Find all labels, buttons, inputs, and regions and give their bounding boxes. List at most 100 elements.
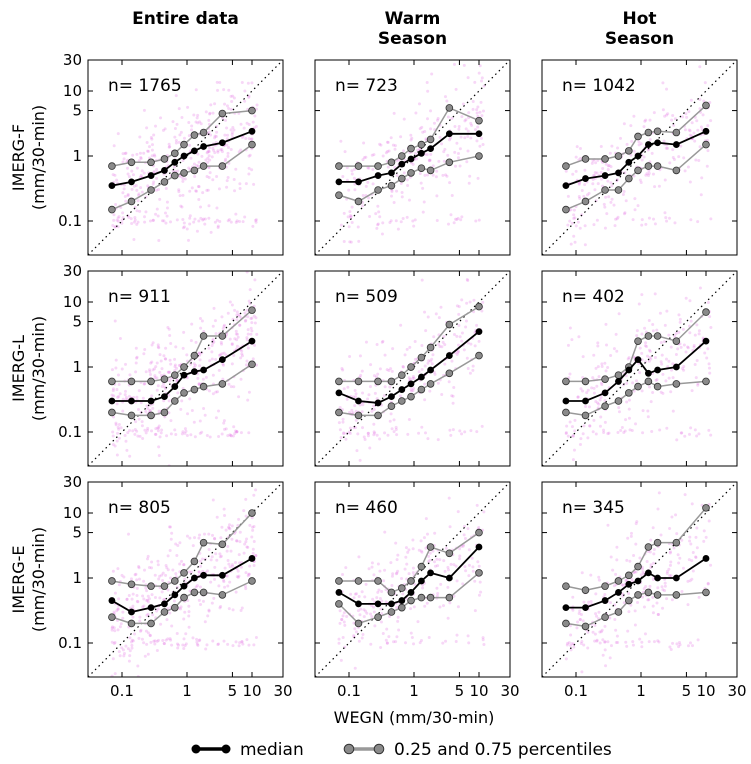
p25-point xyxy=(417,164,426,172)
scatter-point xyxy=(579,437,583,441)
scatter-point xyxy=(135,355,139,359)
scatter-point xyxy=(602,428,606,432)
scatter-point xyxy=(448,428,452,432)
p25-point xyxy=(160,178,169,186)
scatter-point xyxy=(180,399,184,403)
scatter-point xyxy=(370,615,374,619)
scatter-point xyxy=(216,642,220,646)
median-point xyxy=(171,158,179,166)
scatter-point xyxy=(245,271,249,274)
scatter-point xyxy=(367,196,371,200)
scatter-point xyxy=(187,121,191,125)
scatter-point xyxy=(481,638,485,642)
scatter-point xyxy=(155,361,159,365)
scatter-point xyxy=(589,600,593,604)
scatter-point xyxy=(232,385,236,389)
p25-point xyxy=(147,619,155,628)
scatter-point xyxy=(179,407,183,411)
scatter-point xyxy=(664,216,668,220)
scatter-point xyxy=(180,559,184,563)
scatter-point xyxy=(345,614,349,618)
median-point xyxy=(335,389,343,397)
scatter-point xyxy=(341,614,345,618)
scatter-point xyxy=(656,639,660,643)
scatter-point xyxy=(695,526,699,530)
scatter-point xyxy=(121,160,125,164)
scatter-point xyxy=(149,361,153,365)
scatter-point xyxy=(169,341,173,345)
scatter-point xyxy=(427,158,431,162)
scatter-point xyxy=(210,357,214,361)
scatter-point xyxy=(237,219,241,223)
scatter-point xyxy=(250,137,254,141)
scatter-point xyxy=(642,587,646,591)
scatter-point xyxy=(211,146,215,150)
scatter-point xyxy=(373,431,377,435)
scatter-point xyxy=(389,136,393,140)
scatter-point xyxy=(175,366,179,370)
scatter-point xyxy=(183,644,187,648)
scatter-point xyxy=(382,579,386,583)
p75-point xyxy=(625,571,633,580)
scatter-point xyxy=(369,363,373,367)
scatter-point xyxy=(661,391,665,395)
p25-point xyxy=(625,389,633,397)
scatter-point xyxy=(375,226,379,230)
p75-point xyxy=(199,128,208,137)
scatter-point xyxy=(601,653,605,657)
scatter-point xyxy=(246,332,250,336)
scatter-point xyxy=(593,171,597,175)
scatter-point xyxy=(197,197,201,201)
scatter-point xyxy=(164,564,168,568)
scatter-point xyxy=(599,395,603,399)
median-point xyxy=(355,178,362,186)
scatter-point xyxy=(246,328,250,332)
scatter-point xyxy=(693,333,697,337)
scatter-point xyxy=(646,598,650,602)
p75-point xyxy=(335,162,343,170)
scatter-point xyxy=(227,382,231,386)
scatter-point xyxy=(593,623,597,627)
scatter-point xyxy=(441,173,445,177)
scatter-point xyxy=(389,367,393,371)
scatter-point xyxy=(698,145,702,149)
scatter-point xyxy=(202,329,206,333)
scatter-point xyxy=(692,131,696,135)
scatter-point xyxy=(597,402,601,406)
scatter-point xyxy=(386,149,390,153)
scatter-point xyxy=(646,409,650,413)
scatter-point xyxy=(156,188,160,192)
scatter-point xyxy=(461,582,465,586)
scatter-point xyxy=(616,215,620,219)
scatter-point xyxy=(384,151,388,155)
scatter-point xyxy=(225,574,229,578)
scatter-point xyxy=(409,133,413,137)
scatter-point xyxy=(218,80,222,84)
p25-point xyxy=(354,411,363,420)
scatter-point xyxy=(609,644,613,648)
scatter-point xyxy=(625,381,629,385)
scatter-point xyxy=(669,560,673,564)
scatter-point xyxy=(124,199,128,203)
scatter-point xyxy=(665,309,669,313)
scatter-point xyxy=(463,136,467,140)
scatter-point xyxy=(341,417,345,421)
scatter-point xyxy=(121,648,125,652)
scatter-point xyxy=(600,362,604,366)
scatter-point xyxy=(702,529,706,533)
scatter-point xyxy=(455,334,459,338)
scatter-point xyxy=(246,545,250,549)
scatter-point xyxy=(175,122,179,126)
scatter-point xyxy=(595,384,599,388)
scatter-point xyxy=(152,180,156,184)
scatter-point xyxy=(366,397,370,401)
scatter-point xyxy=(360,636,364,640)
scatter-point xyxy=(578,442,582,446)
scatter-point xyxy=(587,191,591,195)
scatter-point xyxy=(169,220,173,224)
scatter-point xyxy=(152,133,156,137)
scatter-point xyxy=(421,210,425,214)
scatter-point xyxy=(390,194,394,198)
scatter-point xyxy=(466,129,470,133)
scatter-point xyxy=(418,641,422,645)
